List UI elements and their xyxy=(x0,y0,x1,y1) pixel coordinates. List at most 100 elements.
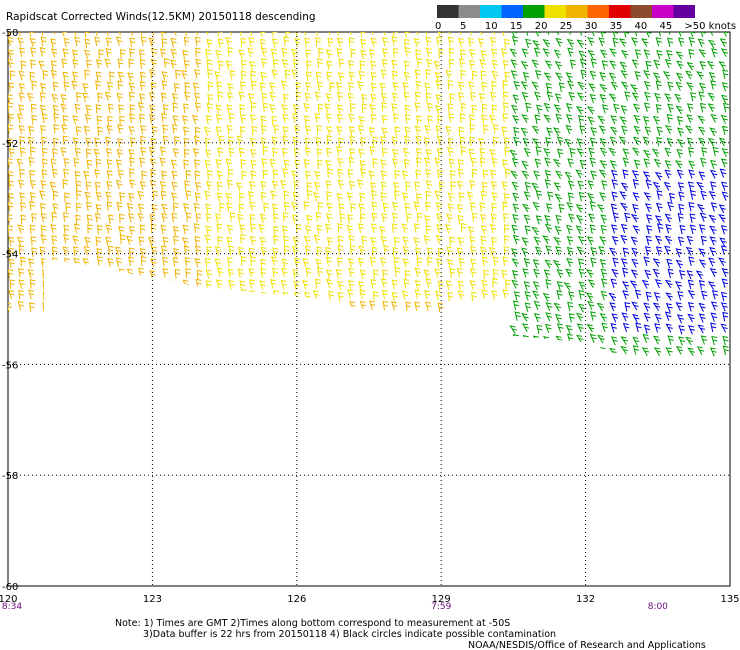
wind-barb xyxy=(609,126,618,136)
wind-barb xyxy=(306,181,312,192)
wind-barb xyxy=(17,32,24,36)
wind-barb xyxy=(29,279,36,289)
wind-barb xyxy=(652,268,660,278)
wind-barb xyxy=(553,49,561,59)
wind-barb xyxy=(346,192,354,202)
wind-barb xyxy=(698,49,707,58)
wind-barb xyxy=(315,278,321,289)
wind-barb xyxy=(371,201,378,212)
wind-barb xyxy=(609,136,617,146)
wind-barb xyxy=(688,256,695,267)
wind-barb xyxy=(460,69,466,80)
wind-barb xyxy=(525,102,532,113)
wind-barb xyxy=(689,213,696,223)
wind-barb xyxy=(175,69,181,80)
wind-barb xyxy=(97,126,103,137)
wind-barb xyxy=(721,191,729,201)
wind-barb xyxy=(215,104,222,114)
wind-barb xyxy=(450,181,456,191)
wind-barb xyxy=(326,126,333,136)
wind-barb xyxy=(117,32,124,36)
wind-barb xyxy=(599,313,607,322)
wind-barb xyxy=(248,268,255,278)
wind-barb xyxy=(722,69,729,80)
wind-barb xyxy=(150,180,157,190)
wind-barb xyxy=(553,236,561,246)
wind-barb xyxy=(586,323,595,333)
wind-barb xyxy=(305,267,312,278)
wind-barb xyxy=(468,49,476,59)
wind-barb xyxy=(42,269,48,280)
wind-barb xyxy=(558,82,565,92)
wind-barb xyxy=(390,301,398,311)
wind-barb xyxy=(269,104,276,114)
wind-barb xyxy=(96,224,103,235)
wind-barb xyxy=(259,280,266,290)
wind-barb xyxy=(489,149,496,159)
wind-barb xyxy=(83,49,91,59)
wind-barb xyxy=(457,280,464,291)
wind-barb xyxy=(317,201,324,212)
wind-barb xyxy=(348,81,354,92)
wind-barb xyxy=(622,267,629,278)
wind-barb xyxy=(349,102,356,113)
wind-barb xyxy=(504,38,510,49)
wind-barb xyxy=(150,258,157,268)
wind-barb xyxy=(535,190,542,200)
wind-barb xyxy=(608,247,617,257)
wind-barb xyxy=(370,113,377,124)
wind-barb xyxy=(698,259,707,269)
wind-barb xyxy=(662,71,671,80)
wind-barb xyxy=(241,59,247,70)
wind-barb xyxy=(325,159,332,170)
wind-barb xyxy=(87,224,93,234)
wind-barb xyxy=(644,269,652,279)
wind-barb xyxy=(721,268,729,278)
wind-barb xyxy=(674,281,683,291)
wind-barb xyxy=(62,71,69,82)
wind-barb xyxy=(27,92,34,102)
wind-barb xyxy=(347,258,355,268)
wind-barb xyxy=(159,146,166,157)
wind-barb xyxy=(666,113,673,124)
wind-barb xyxy=(612,37,619,48)
wind-barb xyxy=(18,279,25,289)
wind-barb xyxy=(313,181,321,191)
wind-barb xyxy=(171,170,178,181)
wind-barb xyxy=(589,93,597,104)
wind-barb xyxy=(619,61,627,71)
wind-barb xyxy=(217,91,224,102)
wind-barb xyxy=(93,267,101,277)
wind-barb xyxy=(391,279,398,290)
wind-barb xyxy=(380,135,387,146)
wind-barb xyxy=(624,91,631,101)
wind-barb xyxy=(105,48,112,58)
x-tick-label: 120 xyxy=(0,594,18,605)
wind-barb xyxy=(404,269,411,280)
wind-barb xyxy=(392,148,399,159)
wind-barb xyxy=(281,300,288,310)
wind-barb xyxy=(302,280,309,290)
wind-barb xyxy=(348,235,355,245)
wind-barb xyxy=(689,190,697,200)
wind-barb xyxy=(282,113,289,124)
wind-barb xyxy=(544,323,552,334)
wind-barb xyxy=(118,279,125,289)
wind-barb xyxy=(665,323,673,333)
wind-barb xyxy=(215,159,222,169)
wind-barb xyxy=(590,170,597,180)
wind-barb xyxy=(117,289,124,300)
wind-barb xyxy=(688,160,696,170)
wind-barb xyxy=(588,147,595,158)
wind-barb xyxy=(150,246,158,256)
wind-barb xyxy=(569,148,576,158)
wind-barb xyxy=(666,258,673,269)
wind-barb xyxy=(194,192,201,202)
wind-barb xyxy=(96,115,103,126)
wind-barb xyxy=(701,147,708,157)
wind-barb xyxy=(391,103,398,113)
wind-barb xyxy=(699,60,707,71)
wind-barb xyxy=(542,292,551,302)
wind-barb xyxy=(425,58,433,69)
wind-barb xyxy=(392,82,399,92)
